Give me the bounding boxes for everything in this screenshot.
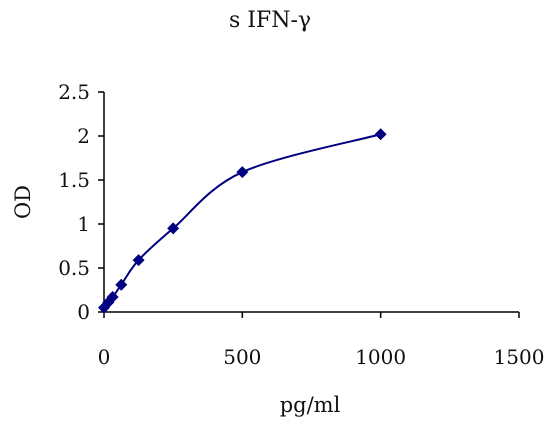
x-tick-label: 1500 <box>494 345 545 369</box>
y-tick-label: 0 <box>77 300 90 324</box>
data-point-marker <box>115 278 128 291</box>
chart-title: s IFN-γ <box>229 8 311 33</box>
x-tick-label: 1000 <box>355 345 406 369</box>
data-point-marker <box>374 128 387 141</box>
y-tick-label: 1 <box>77 212 90 236</box>
data-point-marker <box>236 166 249 179</box>
series-line <box>103 133 381 309</box>
x-tick-label: 0 <box>98 345 111 369</box>
x-axis-label: pg/ml <box>280 393 341 417</box>
y-axis-label: OD <box>11 185 35 219</box>
x-tick-label: 500 <box>223 345 261 369</box>
y-tick-label: 2.5 <box>58 80 90 104</box>
y-tick-label: 0.5 <box>58 256 90 280</box>
x-ticks: 0 500 1000 1500 <box>98 312 545 369</box>
data-point-marker <box>167 222 180 235</box>
y-tick-label: 2 <box>77 124 90 148</box>
plot-area: 0 0.5 1 1.5 2 2.5 0 500 1000 1500 <box>58 80 544 369</box>
y-tick-label: 1.5 <box>58 168 90 192</box>
data-point-marker <box>132 254 145 267</box>
data-point-marker <box>106 291 119 304</box>
series-markers <box>98 128 387 314</box>
y-ticks: 0 0.5 1 1.5 2 2.5 <box>58 80 104 324</box>
